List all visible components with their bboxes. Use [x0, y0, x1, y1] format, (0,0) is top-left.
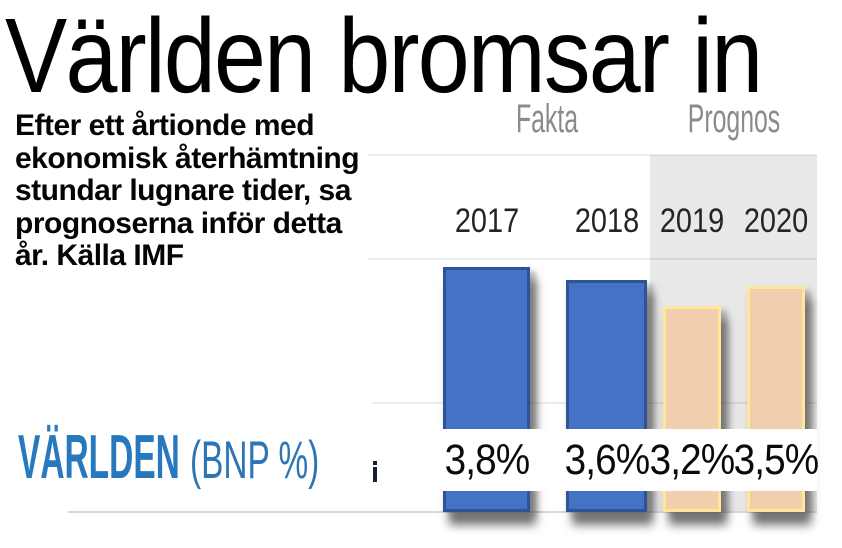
subtitle-line: år. Källa IMF: [15, 239, 184, 272]
axis-tick-stem: [373, 467, 377, 482]
series-region-label: VÄRLDEN: [18, 423, 180, 492]
x-axis-line: [68, 511, 817, 513]
value-label-band: [358, 429, 817, 491]
gridline: [368, 154, 817, 156]
year-label-2019: 2019: [659, 202, 725, 240]
group-label-fakta: Fakta: [515, 97, 578, 141]
year-label-2017: 2017: [454, 202, 519, 240]
axis-tick-dot: [373, 461, 377, 465]
axis-tick-mark: [373, 461, 377, 482]
subtitle-line: stundar lugnare tider, sa: [15, 174, 351, 207]
series-unit-label: (BNP %): [190, 431, 320, 490]
value-label-2019: 3,2%: [649, 436, 736, 484]
value-label-2017: 3,8%: [444, 436, 530, 484]
subtitle-line: Efter ett årtionde med: [15, 109, 315, 142]
gridline: [368, 258, 817, 260]
value-label-2020: 3,5%: [733, 436, 820, 484]
subtitle-line: prognoserna inför detta: [15, 206, 342, 240]
subtitle-line: ekonomisk återhämtning: [15, 141, 360, 175]
year-label-2018: 2018: [574, 202, 639, 240]
value-label-2018: 3,6%: [564, 436, 650, 484]
group-label-prognos: Prognos: [687, 97, 781, 141]
subtitle: Efter ett årtionde med ekonomisk återhäm…: [15, 109, 360, 273]
year-label-2020: 2020: [743, 202, 809, 240]
page-title: Världen bromsar in: [5, 0, 763, 115]
